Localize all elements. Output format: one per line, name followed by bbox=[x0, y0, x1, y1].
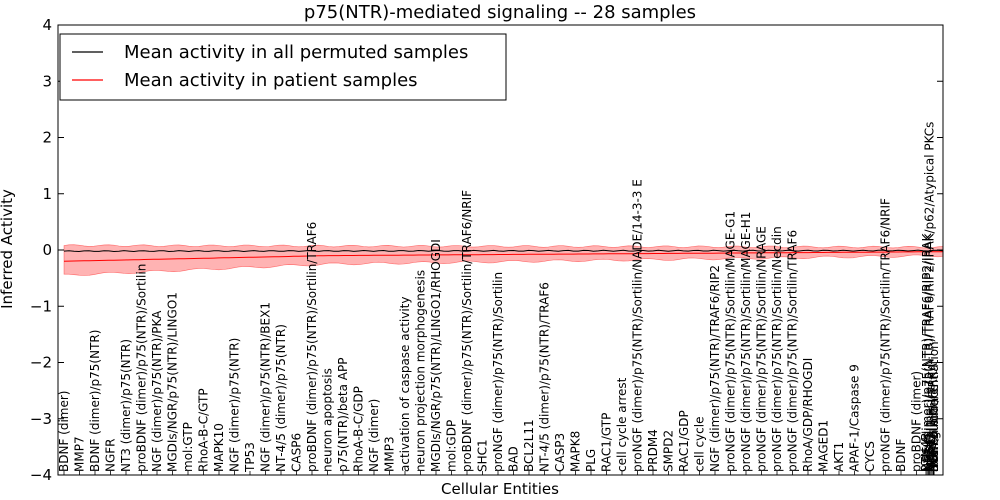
x-tick-label: MAGED1 bbox=[817, 420, 831, 472]
x-tick-label: proBDNF (dimer) bbox=[910, 371, 924, 472]
x-tick-label: cell cycle bbox=[693, 417, 707, 472]
y-tick-label: −4 bbox=[30, 466, 52, 484]
x-tick-label: NGFR bbox=[104, 438, 118, 472]
x-tick-label: MGDIs/NGR/p75(NTR)/LINGO1/RHOGDI bbox=[429, 239, 443, 472]
x-tick-label: NT-4/5 (dimer)/p75(NTR)/TRAF6 bbox=[538, 282, 552, 472]
x-tick-label: SORT1 bbox=[927, 433, 941, 473]
x-tick-label: mol:GTP bbox=[181, 422, 195, 472]
x-tick-label: proNGF (dimer)/p75(NTR)/Sortilin/NADE/14… bbox=[631, 179, 645, 472]
y-tick-label: −2 bbox=[30, 354, 52, 372]
x-tick-label: APAF-1/Caspase 9 bbox=[848, 364, 862, 472]
x-tick-label: neuron differentiation bbox=[927, 341, 941, 472]
y-tick-label: −1 bbox=[30, 297, 52, 315]
x-tick-label: activation of caspase activity bbox=[398, 297, 412, 472]
x-tick-label: NTF3 bbox=[925, 441, 939, 472]
x-tick-label: BDNF (dimer)/p75(NTR) bbox=[88, 330, 102, 472]
patient-mean-line bbox=[63, 251, 943, 262]
x-tick-label: MAPK8 bbox=[569, 431, 583, 472]
x-tick-label: CASP6 bbox=[290, 433, 304, 472]
x-tick-label: SHC1 bbox=[476, 439, 490, 472]
x-tick-label: NGF (dimer)/p75(NTR)/TRAF6/RIP2/IRAK bbox=[920, 232, 934, 472]
y-tick-label: 1 bbox=[42, 185, 52, 203]
legend-box bbox=[59, 33, 507, 101]
x-tick-label: RhoA-B-C/GDP bbox=[352, 386, 366, 472]
legend: Mean activity in all permuted samples Mea… bbox=[59, 33, 507, 101]
x-tick-label: proBDNF (dimer)/p75(NTR)/Sortilin bbox=[135, 264, 149, 472]
permuted-mean-line bbox=[63, 249, 944, 253]
x-tick-label: NGF (dimer)/p75(NTR) bbox=[228, 338, 242, 472]
legend-label: Mean activity in all permuted samples bbox=[124, 42, 468, 63]
x-tick-label: BAD bbox=[507, 446, 521, 472]
x-tick-label: proNGF (dimer)/p75(NTR)/Sortilin/MAGE-G1 bbox=[724, 211, 738, 472]
chart-title: p75(NTR)-mediated signaling -- 28 sample… bbox=[304, 2, 696, 23]
x-tick-label: neuron projection morphogenesis bbox=[414, 270, 428, 472]
x-tick-label: proNGF (dimer)/p75(NTR)/Sortilin/TRAF6 bbox=[786, 230, 800, 472]
x-tick-label: proNGF (dimer)/p75(NTR)/Sortilin/NRAGE bbox=[755, 226, 769, 472]
x-tick-label: MAPK10 bbox=[212, 423, 226, 472]
x-tick-label: RhoA-B-C/GTP bbox=[197, 388, 211, 472]
x-tick-label: MMP7 bbox=[73, 436, 87, 472]
x-tick-label: RAC1/GDP bbox=[677, 410, 691, 472]
x-tick-label: TP53 bbox=[243, 442, 257, 473]
x-tick-label: MAGEH1 bbox=[924, 420, 938, 472]
legend-label: Mean activity in patient samples bbox=[124, 70, 418, 91]
x-tick-label: PRDM4 bbox=[646, 429, 660, 472]
x-tick-label: NTRK1 bbox=[921, 432, 935, 472]
x-tick-label: proNGF (dimer)/p75(NTR)/Sortilin bbox=[491, 272, 505, 472]
y-tick-label: 3 bbox=[42, 72, 52, 90]
x-tick-label: BDNF bbox=[894, 439, 908, 472]
x-tick-label: axon guidance bbox=[927, 384, 941, 472]
x-tick-label: CYCS bbox=[863, 441, 877, 472]
x-tick-label: RAC1/GTP bbox=[600, 413, 614, 472]
x-tick-label: SMPD2 bbox=[662, 430, 676, 472]
x-tick-label: MGDIs/NGR/p75(NTR)/LINGO1 bbox=[166, 292, 180, 472]
patient-variability-band bbox=[63, 244, 944, 276]
y-tick-label: 4 bbox=[42, 16, 52, 34]
x-tick-label: BCL2L11 bbox=[522, 419, 536, 472]
x-tick-label: NT3 (dimer)/p75(NTR) bbox=[119, 339, 133, 472]
x-tick-label: CASP3 bbox=[553, 433, 567, 472]
x-tick-label: NGF (dimer)/p75(NTR)/PKA bbox=[150, 310, 164, 472]
x-tick-label: NGF (dimer)/p75(NTR)/TRAF6/RIP2/IRAK/p62… bbox=[923, 122, 937, 472]
x-tick-label: RTN4R bbox=[919, 432, 933, 472]
x-tick-label: proNGF (dimer)/p75(NTR)/Sortilin/Necdin bbox=[770, 226, 784, 472]
x-tick-label: NGF (dimer) bbox=[367, 399, 381, 472]
x-tick-label: p75(NTR)/beta APP bbox=[336, 358, 350, 473]
y-tick-label: −3 bbox=[30, 410, 52, 428]
x-tick-label: proBDNF (dimer)/p75(NTR)/Sortilin/TRAF6 bbox=[305, 222, 319, 472]
plot-area: −4 −3 −2 −1 0 1 2 3 4 BDNF (dimer) MMP7 BDNF (dimer… bbox=[30, 16, 944, 484]
y-tick-label: 2 bbox=[42, 129, 52, 147]
x-tick-label: NGF bbox=[927, 447, 941, 472]
x-tick-label: neuron apoptosis bbox=[321, 368, 335, 472]
x-tick-label: NGF (dimer)/p75(NTR)/BEX1 bbox=[259, 302, 273, 472]
x-tick-label: NT-4/5 (dimer)/p75(NTR) bbox=[274, 324, 288, 472]
x-tick-label: AKT1 bbox=[832, 442, 846, 472]
x-axis-title: Cellular Entities bbox=[441, 480, 559, 498]
x-tick-label: NGF (dimer)/TRKA bbox=[926, 362, 940, 472]
x-tick-label: proBDNF (dimer)/p75(NTR)/Sortilin/TRAF6/… bbox=[460, 190, 474, 472]
x-tick-label: MMP3 bbox=[383, 436, 397, 472]
x-tick-label: PLG bbox=[584, 449, 598, 472]
x-tick-label: cell cycle arrest bbox=[615, 377, 629, 472]
x-tick-label: proNGF (dimer)/p75(NTR)/Sortilin/TRAF6/N… bbox=[879, 198, 893, 472]
x-tick-label: BDNF (dimer) bbox=[57, 391, 71, 473]
y-axis-title: Inferred Activity bbox=[0, 189, 16, 309]
y-tick-label: 0 bbox=[42, 241, 52, 259]
x-tick-label: proNGF (dimer)/p75(NTR)/Sortilin/MAGE-H1 bbox=[739, 212, 753, 472]
x-tick-label: mol:GDP bbox=[445, 420, 459, 472]
x-tick-label: NGF (dimer)/p75(NTR)/TRAF6/RIP2 bbox=[708, 265, 722, 472]
x-tick-label: RhoA/GDP/RHOGDI bbox=[801, 358, 815, 472]
